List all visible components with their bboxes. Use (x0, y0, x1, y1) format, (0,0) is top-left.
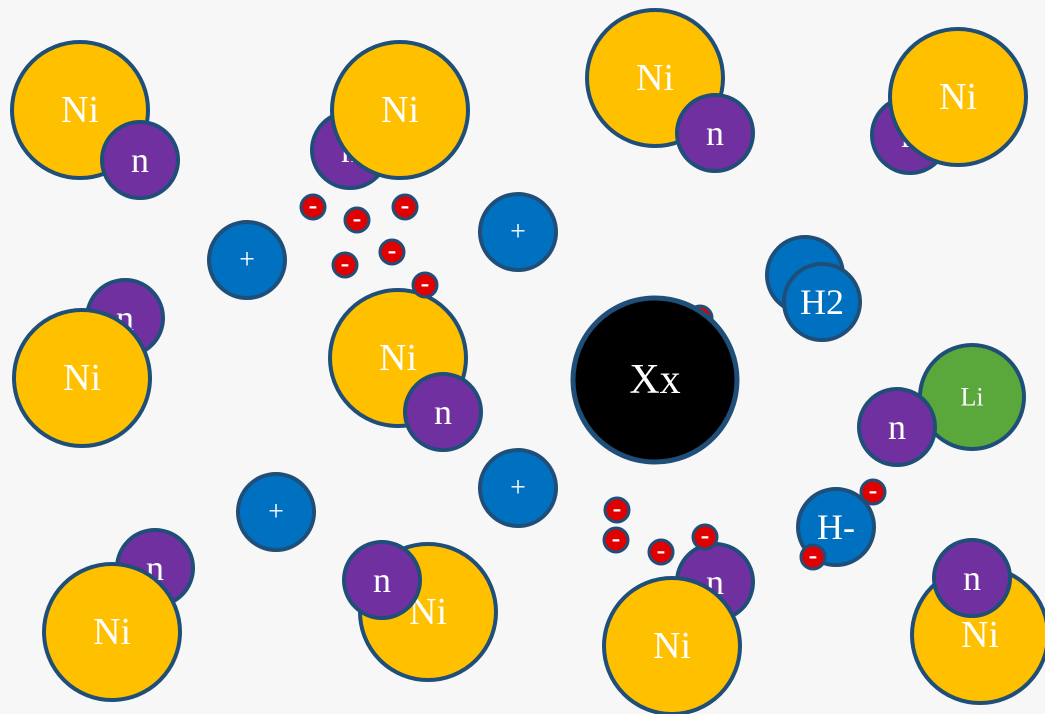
electron (391, 193, 419, 221)
hydrogen (782, 262, 862, 342)
nickel-atom (42, 562, 182, 702)
nickel-atom-label: Ni (63, 357, 101, 399)
nickel-atom-label: Ni (93, 611, 131, 653)
positive-ion (207, 220, 287, 300)
electron-label: - (612, 524, 621, 553)
neutron (675, 93, 755, 173)
neutron (100, 120, 180, 200)
electron (859, 478, 887, 506)
positive-ion (236, 472, 316, 552)
electron (602, 526, 630, 554)
hydrogen-label: H2 (800, 282, 844, 322)
electron-label: - (613, 494, 622, 523)
electron (331, 251, 359, 279)
positive-ion-label: + (268, 497, 284, 528)
electron-label: - (657, 536, 666, 565)
nickel-atom-label: Ni (381, 89, 419, 131)
nickel-atom-label: Ni (379, 337, 417, 379)
nickel-atom (602, 576, 742, 714)
electron (378, 238, 406, 266)
nickel-atom-label: Ni (961, 614, 999, 656)
unknown-particle (570, 295, 740, 465)
electron (343, 206, 371, 234)
electron-label: - (353, 204, 362, 233)
hydrogen-label: H- (817, 507, 855, 547)
electron-label: - (869, 476, 878, 505)
electron-label: - (401, 191, 410, 220)
electron-label: - (309, 191, 318, 220)
positive-ion (478, 448, 558, 528)
neutron (932, 538, 1012, 618)
positive-ion-label: + (510, 473, 526, 504)
nickel-atom (12, 308, 152, 448)
neutron-label: n (706, 113, 724, 153)
neutron-label: n (131, 140, 149, 180)
nickel-atom-label: Ni (636, 57, 674, 99)
neutron-label: n (434, 392, 452, 432)
electron (603, 496, 631, 524)
positive-ion-label: + (239, 245, 255, 276)
nickel-atom (888, 27, 1028, 167)
positive-ion (478, 192, 558, 272)
electron (411, 271, 439, 299)
electron-label: - (809, 541, 818, 570)
nickel-atom (330, 40, 470, 180)
electron (799, 543, 827, 571)
electron (691, 523, 719, 551)
electron-label: - (341, 249, 350, 278)
electron-label: - (421, 269, 430, 298)
neutron-label: n (963, 558, 981, 598)
neutron-label: n (888, 407, 906, 447)
nickel-atom-label: Ni (939, 76, 977, 118)
electron (647, 538, 675, 566)
electron (299, 193, 327, 221)
neutron (342, 540, 422, 620)
nickel-atom-label: Ni (653, 625, 691, 667)
electron-label: - (388, 236, 397, 265)
positive-ion-label: + (510, 217, 526, 248)
unknown-particle-label: Xx (629, 357, 680, 403)
nickel-atom-label: Ni (61, 89, 99, 131)
neutron (857, 387, 937, 467)
neutron (403, 372, 483, 452)
electron-label: - (701, 521, 710, 550)
neutron-label: n (373, 560, 391, 600)
lithium-atom-label: Li (960, 383, 983, 412)
